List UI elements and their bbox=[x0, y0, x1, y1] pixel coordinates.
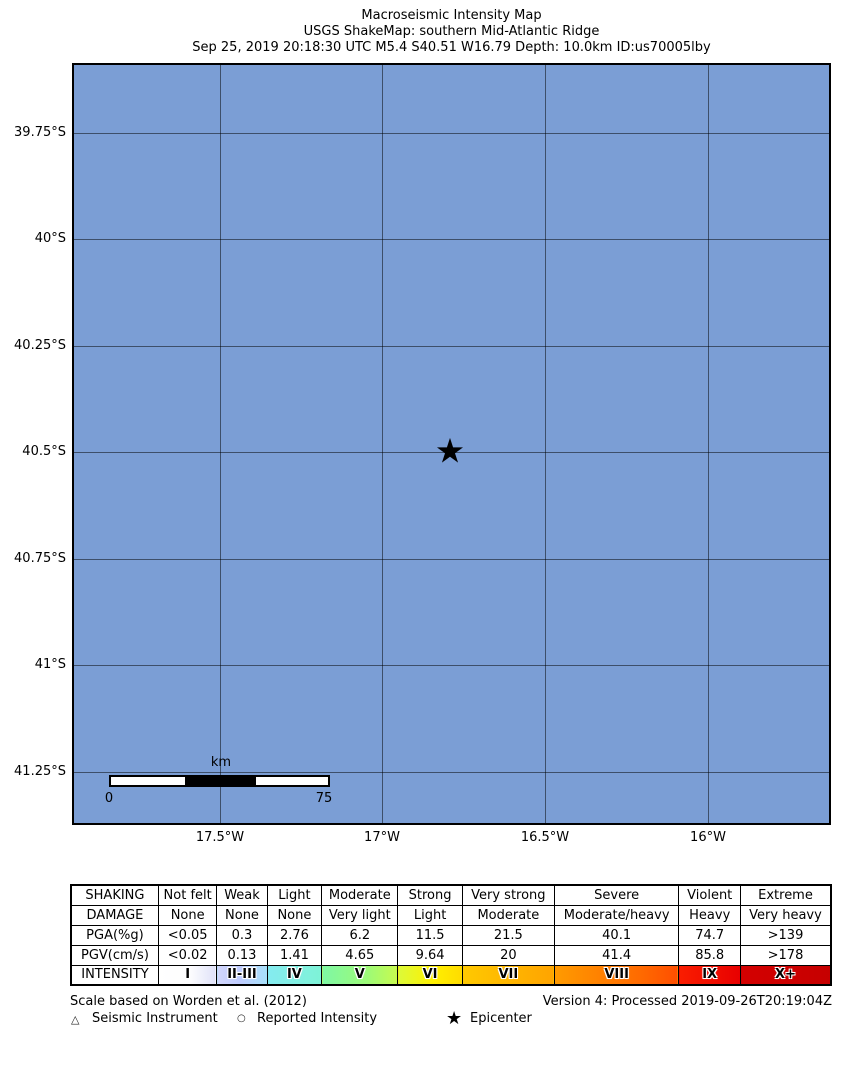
table-cell: >139 bbox=[740, 924, 832, 946]
row-header: INTENSITY bbox=[70, 964, 159, 986]
intensity-cell-II-III: II-III bbox=[216, 964, 268, 986]
lon-tick-label: 17.5°W bbox=[195, 830, 245, 845]
intensity-cell-IX: IX bbox=[678, 964, 741, 986]
table-cell: 1.41 bbox=[266, 944, 323, 966]
table-cell: >178 bbox=[740, 944, 832, 966]
table-cell: <0.05 bbox=[157, 924, 218, 946]
intensity-cell-X: X+ bbox=[740, 964, 832, 986]
gridline-horizontal bbox=[74, 346, 829, 347]
table-cell: Very heavy bbox=[740, 904, 832, 926]
scalebar bbox=[109, 775, 330, 787]
table-cell: 0.13 bbox=[216, 944, 268, 966]
table-row-damage: DAMAGE None None None Very light Light M… bbox=[70, 904, 832, 926]
reported-intensity-label: Reported Intensity bbox=[257, 1011, 378, 1026]
intensity-scale-table: SHAKING Not felt Weak Light Moderate Str… bbox=[70, 884, 832, 986]
table-cell: Light bbox=[397, 904, 463, 926]
lat-tick-label: 39.75°S bbox=[14, 125, 66, 140]
table-cell: Heavy bbox=[678, 904, 741, 926]
table-cell: Strong bbox=[397, 884, 463, 906]
gridline-horizontal bbox=[74, 665, 829, 666]
intensity-cell-VI: VI bbox=[397, 964, 463, 986]
table-row-pga: PGA(%g) <0.05 0.3 2.76 6.2 11.5 21.5 40.… bbox=[70, 924, 832, 946]
gridline-vertical bbox=[220, 65, 221, 823]
version-processed-note: Version 4: Processed 2019-09-26T20:19:04… bbox=[542, 994, 832, 1009]
gridline-vertical bbox=[382, 65, 383, 823]
table-cell: Moderate bbox=[321, 884, 399, 906]
intensity-cell-IV: IV bbox=[266, 964, 323, 986]
gridline-horizontal bbox=[74, 452, 829, 453]
table-cell: None bbox=[157, 904, 218, 926]
table-cell: 85.8 bbox=[678, 944, 741, 966]
scalebar-unit-label: km bbox=[210, 755, 232, 770]
seismic-instrument-icon: △ bbox=[71, 1013, 80, 1026]
seismic-instrument-label: Seismic Instrument bbox=[92, 1011, 218, 1026]
table-cell: 11.5 bbox=[397, 924, 463, 946]
row-header: PGA(%g) bbox=[70, 924, 159, 946]
page-title: Macroseismic Intensity Map bbox=[361, 8, 542, 23]
table-cell: 4.65 bbox=[321, 944, 399, 966]
lon-tick-label: 17°W bbox=[364, 830, 400, 845]
table-cell: 20 bbox=[461, 944, 555, 966]
intensity-cell-VIII: VIII bbox=[553, 964, 680, 986]
lat-tick-label: 41.25°S bbox=[14, 764, 66, 779]
row-header: DAMAGE bbox=[70, 904, 159, 926]
intensity-cell-I: I bbox=[157, 964, 218, 986]
lon-tick-label: 16.5°W bbox=[520, 830, 570, 845]
table-cell: Moderate/heavy bbox=[553, 904, 680, 926]
reported-intensity-icon: ○ bbox=[237, 1013, 246, 1024]
shakemap-canvas: ★ km 0 75 bbox=[72, 63, 831, 825]
gridline-horizontal bbox=[74, 239, 829, 240]
lat-tick-label: 41°S bbox=[34, 657, 66, 672]
gridline-horizontal bbox=[74, 772, 829, 773]
scalebar-fill-segment bbox=[184, 777, 257, 785]
table-cell: 6.2 bbox=[321, 924, 399, 946]
table-cell: Very light bbox=[321, 904, 399, 926]
scalebar-end-label: 75 bbox=[315, 791, 333, 806]
row-header: PGV(cm/s) bbox=[70, 944, 159, 966]
lon-tick-label: 16°W bbox=[690, 830, 726, 845]
lat-tick-label: 40.25°S bbox=[14, 338, 66, 353]
table-cell: 41.4 bbox=[553, 944, 680, 966]
epicenter-label: Epicenter bbox=[470, 1011, 532, 1026]
gridline-horizontal bbox=[74, 559, 829, 560]
table-row-shaking: SHAKING Not felt Weak Light Moderate Str… bbox=[70, 884, 832, 906]
table-cell: 2.76 bbox=[266, 924, 323, 946]
table-cell: Not felt bbox=[157, 884, 218, 906]
table-cell: 21.5 bbox=[461, 924, 555, 946]
epicenter-star-icon: ★ bbox=[434, 431, 466, 472]
gridline-horizontal bbox=[74, 133, 829, 134]
table-cell: 9.64 bbox=[397, 944, 463, 966]
epicenter-legend-icon: ★ bbox=[446, 1008, 463, 1029]
page-subtitle: USGS ShakeMap: southern Mid-Atlantic Rid… bbox=[303, 24, 600, 39]
gridline-vertical bbox=[545, 65, 546, 823]
table-cell: 40.1 bbox=[553, 924, 680, 946]
table-cell: Violent bbox=[678, 884, 741, 906]
table-cell: Light bbox=[266, 884, 323, 906]
lat-tick-label: 40.75°S bbox=[14, 551, 66, 566]
lat-tick-label: 40°S bbox=[34, 231, 66, 246]
table-cell: Extreme bbox=[740, 884, 832, 906]
table-cell: <0.02 bbox=[157, 944, 218, 966]
title-block: Macroseismic Intensity Map USGS ShakeMap… bbox=[72, 8, 831, 56]
table-cell: 74.7 bbox=[678, 924, 741, 946]
scalebar-start-label: 0 bbox=[104, 791, 114, 806]
event-summary: Sep 25, 2019 20:18:30 UTC M5.4 S40.51 W1… bbox=[192, 40, 711, 55]
table-row-intensity: INTENSITY I II-III IV V VI VII VIII IX X… bbox=[70, 964, 832, 986]
intensity-cell-VII: VII bbox=[461, 964, 555, 986]
table-cell: Very strong bbox=[461, 884, 555, 906]
row-header: SHAKING bbox=[70, 884, 159, 906]
scale-attribution: Scale based on Worden et al. (2012) bbox=[70, 994, 307, 1009]
table-cell: 0.3 bbox=[216, 924, 268, 946]
lat-tick-label: 40.5°S bbox=[22, 444, 66, 459]
gridline-vertical bbox=[708, 65, 709, 823]
table-row-pgv: PGV(cm/s) <0.02 0.13 1.41 4.65 9.64 20 4… bbox=[70, 944, 832, 966]
table-cell: None bbox=[216, 904, 268, 926]
intensity-cell-V: V bbox=[321, 964, 399, 986]
table-cell: None bbox=[266, 904, 323, 926]
table-cell: Moderate bbox=[461, 904, 555, 926]
table-cell: Weak bbox=[216, 884, 268, 906]
table-cell: Severe bbox=[553, 884, 680, 906]
